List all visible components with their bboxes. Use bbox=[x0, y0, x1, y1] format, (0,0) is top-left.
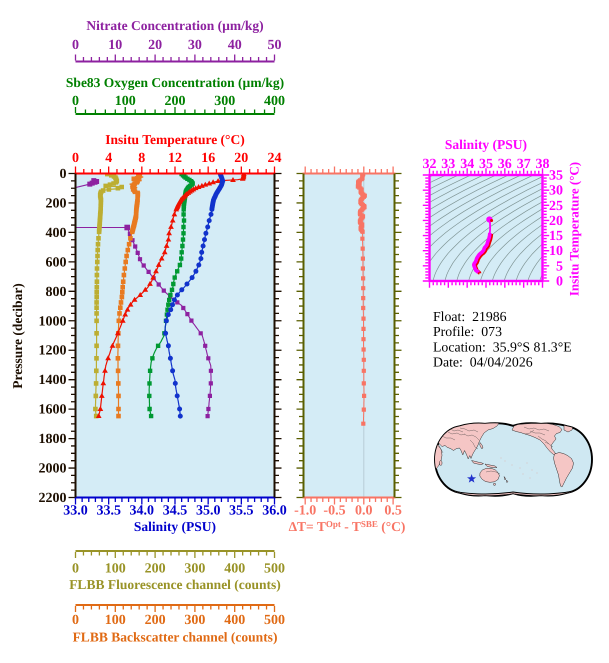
svg-text:20: 20 bbox=[234, 151, 248, 166]
svg-text:Nitrate Concentration (µm/kg): Nitrate Concentration (µm/kg) bbox=[86, 18, 263, 33]
svg-text:25: 25 bbox=[549, 199, 563, 214]
svg-text:Profile: 073: Profile: 073 bbox=[433, 324, 502, 339]
svg-text:Sbe83 Oxygen Concentration (µm: Sbe83 Oxygen Concentration (µm/kg) bbox=[66, 75, 284, 90]
svg-text:500: 500 bbox=[264, 562, 285, 577]
svg-text:36: 36 bbox=[498, 157, 512, 172]
svg-text:500: 500 bbox=[264, 613, 285, 628]
svg-text:32: 32 bbox=[423, 157, 437, 172]
svg-text:0: 0 bbox=[72, 38, 79, 53]
svg-text:8: 8 bbox=[138, 151, 145, 166]
svg-text:0: 0 bbox=[556, 275, 563, 290]
svg-text:FLBB Backscatter channel (coun: FLBB Backscatter channel (counts) bbox=[73, 630, 278, 645]
svg-text:0: 0 bbox=[72, 562, 79, 577]
svg-text:1400: 1400 bbox=[39, 373, 67, 388]
svg-text:600: 600 bbox=[46, 255, 67, 270]
svg-text:35: 35 bbox=[549, 169, 563, 184]
svg-text:200: 200 bbox=[145, 613, 166, 628]
svg-text:300: 300 bbox=[184, 613, 205, 628]
svg-text:200: 200 bbox=[165, 94, 186, 109]
svg-text:34: 34 bbox=[460, 157, 474, 172]
svg-text:Date: 04/04/2026: Date: 04/04/2026 bbox=[433, 355, 533, 370]
svg-text:24: 24 bbox=[268, 151, 282, 166]
svg-text:ΔT= TOpt - TSBE (°C): ΔT= TOpt - TSBE (°C) bbox=[289, 519, 406, 534]
svg-text:2000: 2000 bbox=[39, 462, 67, 477]
svg-text:12: 12 bbox=[168, 151, 182, 166]
svg-text:300: 300 bbox=[214, 94, 235, 109]
svg-text:100: 100 bbox=[105, 562, 126, 577]
svg-text:33.0: 33.0 bbox=[63, 504, 88, 519]
svg-text:-0.5: -0.5 bbox=[323, 504, 345, 519]
svg-text:1800: 1800 bbox=[39, 432, 67, 447]
svg-text:Pressure (decibar): Pressure (decibar) bbox=[10, 283, 25, 389]
svg-text:0.0: 0.0 bbox=[355, 504, 373, 519]
svg-text:Salinity (PSU): Salinity (PSU) bbox=[134, 519, 216, 534]
svg-text:100: 100 bbox=[105, 613, 126, 628]
svg-text:400: 400 bbox=[224, 562, 245, 577]
svg-text:1000: 1000 bbox=[39, 314, 67, 329]
svg-text:10: 10 bbox=[549, 244, 563, 259]
svg-text:Location: 35.9°S 81.3°E: Location: 35.9°S 81.3°E bbox=[433, 339, 572, 354]
svg-text:0.5: 0.5 bbox=[384, 504, 402, 519]
svg-text:0: 0 bbox=[60, 167, 67, 182]
svg-text:35.0: 35.0 bbox=[196, 504, 221, 519]
svg-text:30: 30 bbox=[549, 184, 563, 199]
svg-text:FLBB Fluorescence channel (cou: FLBB Fluorescence channel (counts) bbox=[69, 577, 281, 592]
svg-text:33.5: 33.5 bbox=[96, 504, 121, 519]
svg-text:10: 10 bbox=[108, 38, 122, 53]
svg-text:37: 37 bbox=[517, 157, 531, 172]
svg-text:30: 30 bbox=[188, 38, 202, 53]
svg-text:38: 38 bbox=[536, 157, 550, 172]
svg-text:200: 200 bbox=[46, 197, 67, 212]
svg-text:Insitu Temperature (°C): Insitu Temperature (°C) bbox=[105, 132, 244, 147]
svg-text:100: 100 bbox=[115, 94, 136, 109]
svg-text:0: 0 bbox=[72, 94, 79, 109]
svg-text:36.0: 36.0 bbox=[262, 504, 287, 519]
svg-text:400: 400 bbox=[224, 613, 245, 628]
svg-text:40: 40 bbox=[228, 38, 242, 53]
svg-text:20: 20 bbox=[148, 38, 162, 53]
svg-text:1600: 1600 bbox=[39, 403, 67, 418]
svg-text:200: 200 bbox=[145, 562, 166, 577]
svg-text:50: 50 bbox=[268, 38, 282, 53]
svg-text:300: 300 bbox=[184, 562, 205, 577]
svg-text:-1.0: -1.0 bbox=[294, 504, 316, 519]
svg-text:Salinity (PSU): Salinity (PSU) bbox=[445, 137, 527, 152]
svg-text:34.0: 34.0 bbox=[130, 504, 155, 519]
svg-text:1200: 1200 bbox=[39, 344, 67, 359]
svg-text:2200: 2200 bbox=[39, 491, 67, 506]
svg-text:Float: 21986: Float: 21986 bbox=[433, 309, 507, 324]
svg-text:4: 4 bbox=[105, 151, 112, 166]
svg-text:400: 400 bbox=[46, 226, 67, 241]
svg-text:5: 5 bbox=[556, 259, 563, 274]
svg-text:Insitu Temperature (°C): Insitu Temperature (°C) bbox=[567, 162, 582, 296]
svg-text:33: 33 bbox=[441, 157, 455, 172]
svg-text:16: 16 bbox=[201, 151, 215, 166]
svg-text:20: 20 bbox=[549, 214, 563, 229]
svg-text:35: 35 bbox=[479, 157, 493, 172]
svg-text:34.5: 34.5 bbox=[163, 504, 188, 519]
svg-text:0: 0 bbox=[72, 613, 79, 628]
svg-text:800: 800 bbox=[46, 285, 67, 300]
svg-text:0: 0 bbox=[72, 151, 79, 166]
svg-text:15: 15 bbox=[549, 229, 563, 244]
svg-text:35.5: 35.5 bbox=[229, 504, 254, 519]
svg-text:400: 400 bbox=[264, 94, 285, 109]
